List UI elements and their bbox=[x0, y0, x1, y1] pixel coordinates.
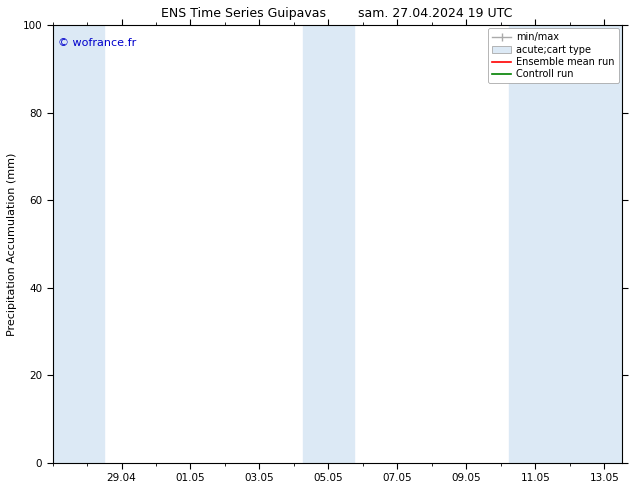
Legend: min/max, acute;cart type, Ensemble mean run, Controll run: min/max, acute;cart type, Ensemble mean … bbox=[488, 28, 619, 83]
Bar bbox=[53, 25, 104, 463]
Text: © wofrance.fr: © wofrance.fr bbox=[58, 38, 136, 49]
Y-axis label: Precipitation Accumulation (mm): Precipitation Accumulation (mm) bbox=[7, 152, 17, 336]
Bar bbox=[302, 25, 354, 463]
Title: ENS Time Series Guipavas        sam. 27.04.2024 19 UTC: ENS Time Series Guipavas sam. 27.04.2024… bbox=[161, 7, 513, 20]
Bar bbox=[510, 25, 621, 463]
